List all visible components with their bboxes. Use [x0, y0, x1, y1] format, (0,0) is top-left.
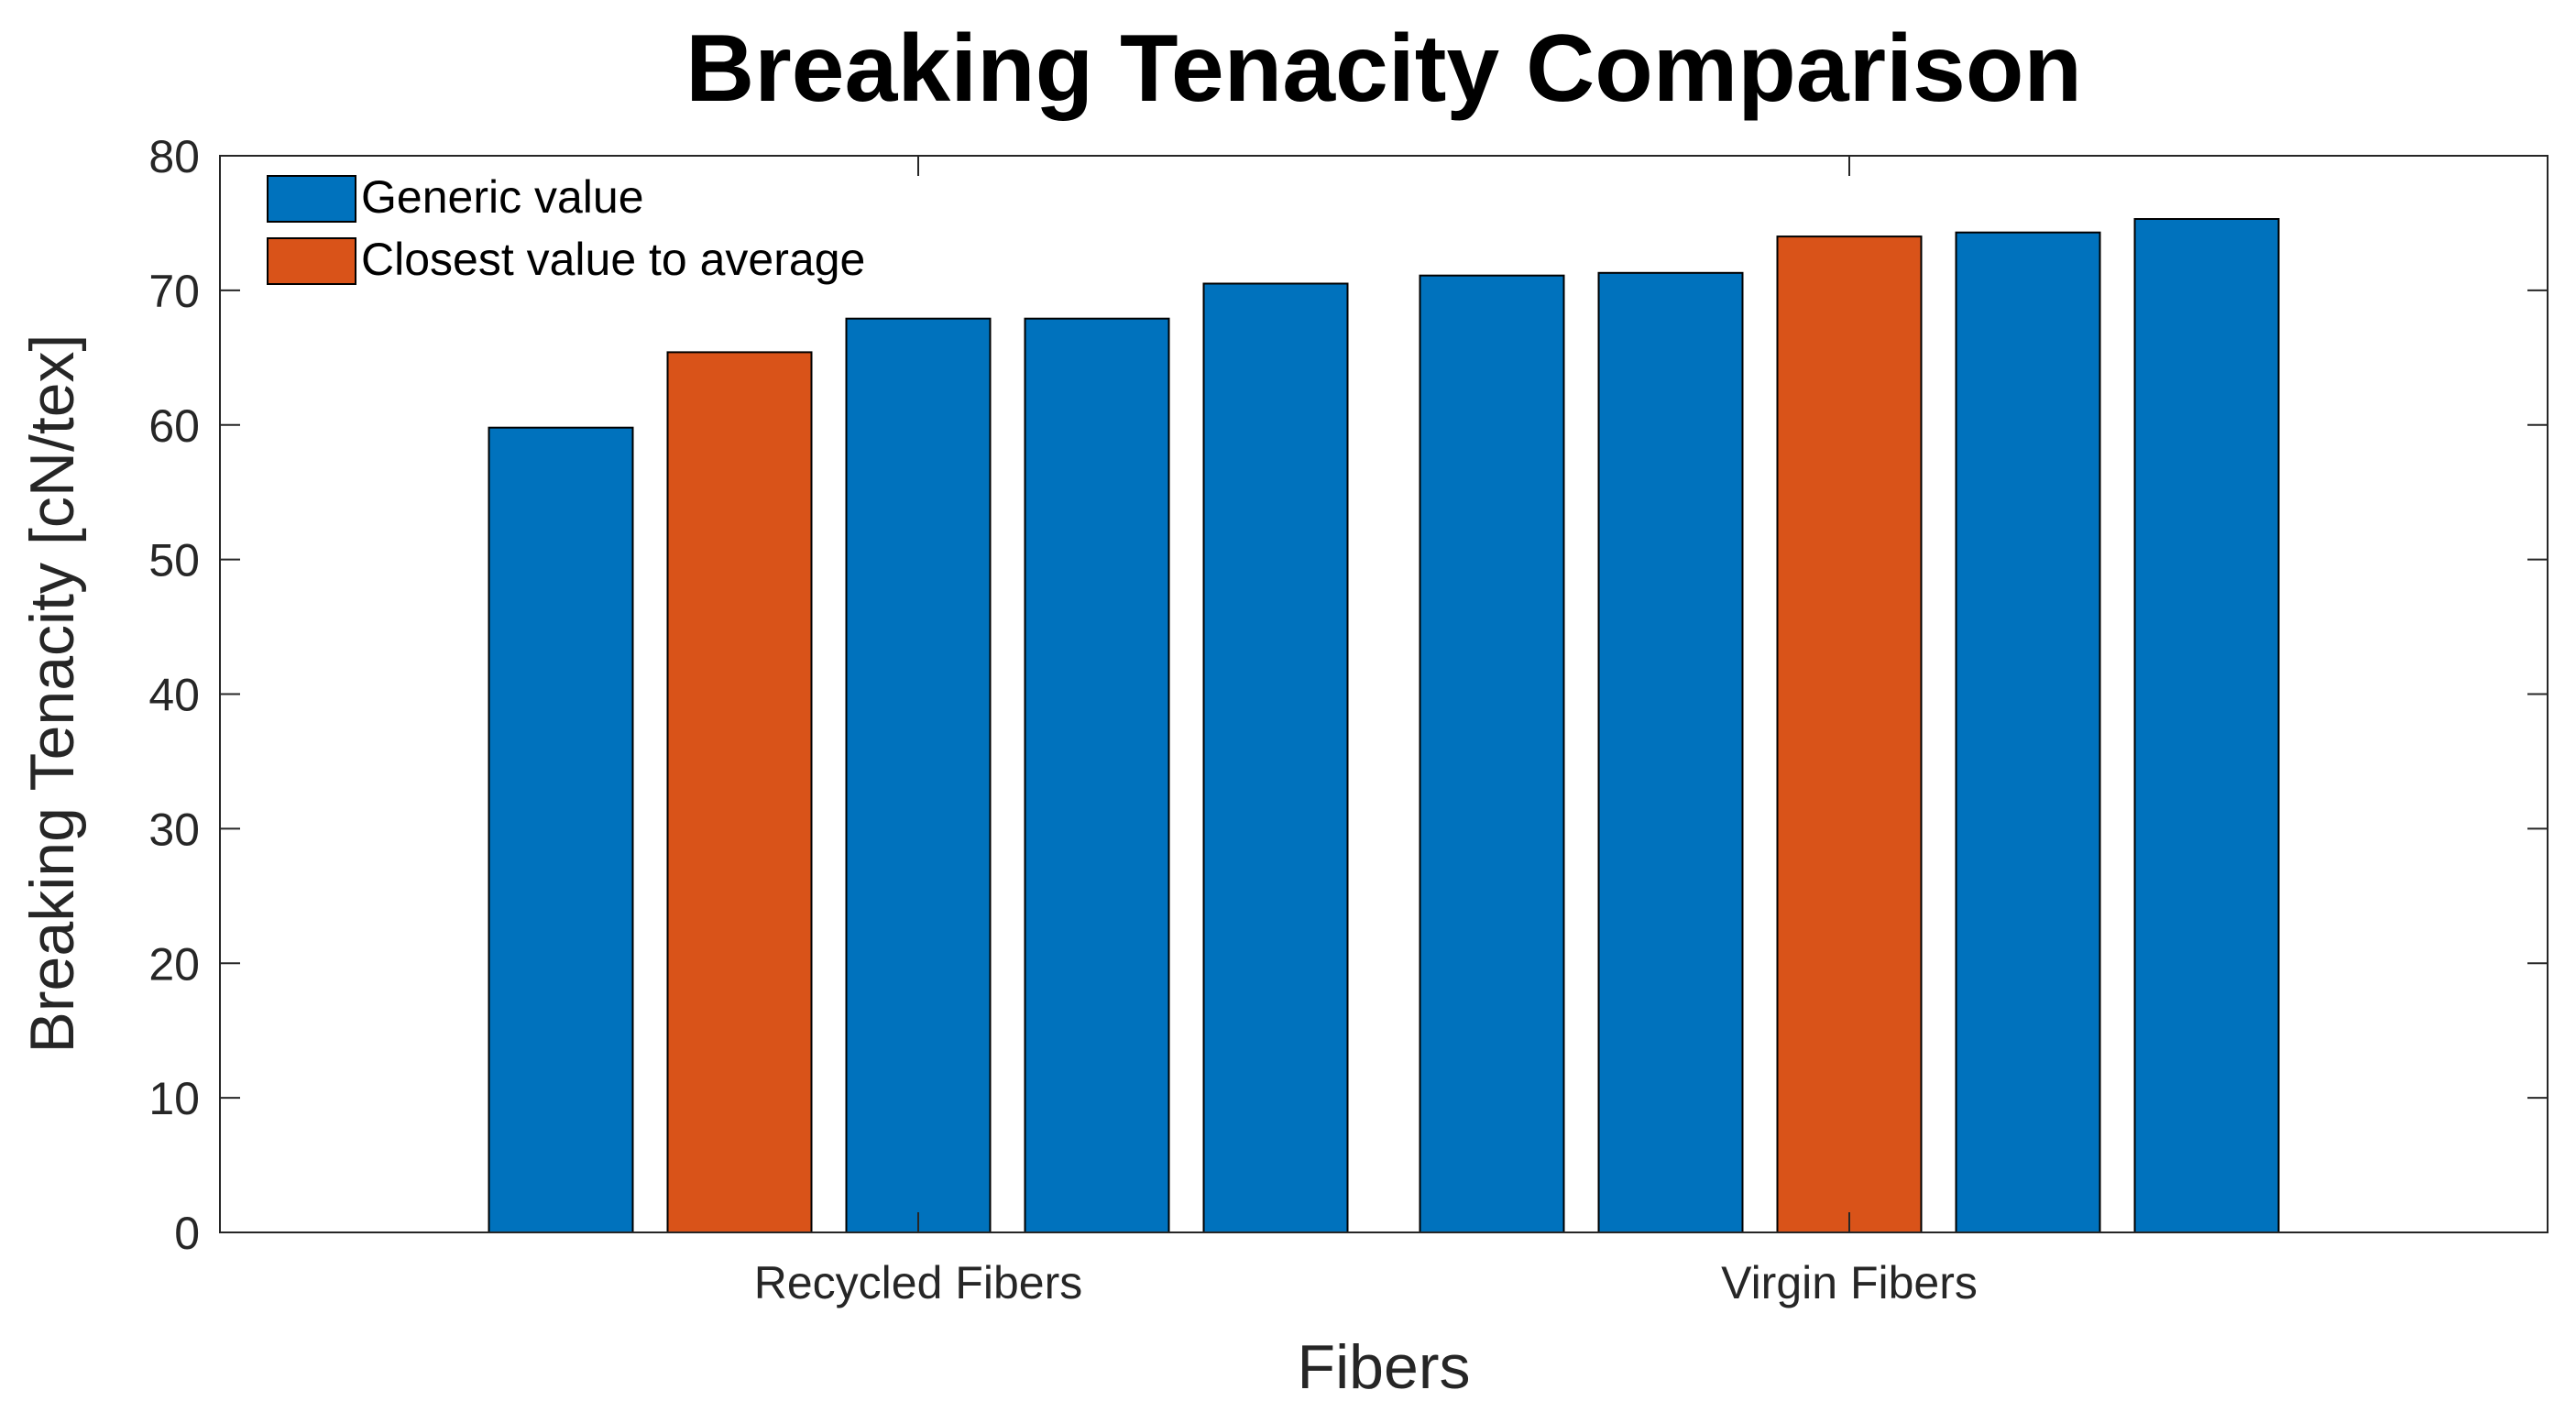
- y-tick-label: 80: [148, 131, 200, 182]
- y-tick-label: 10: [148, 1073, 200, 1124]
- x-tick-label: Recycled Fibers: [754, 1257, 1082, 1308]
- y-axis-label: Breaking Tenacity [cN/tex]: [17, 334, 87, 1054]
- legend-swatch-closest: [267, 237, 356, 285]
- y-tick-label: 30: [148, 804, 200, 855]
- bar-virgin-3: [1776, 235, 1923, 1234]
- bar-recycled-2: [666, 351, 813, 1233]
- bar-virgin-2: [1597, 271, 1744, 1233]
- bar-virgin-1: [1419, 274, 1565, 1234]
- y-tick-label: 20: [148, 938, 200, 990]
- legend-label-generic: Generic value: [361, 171, 644, 223]
- bar-recycled-5: [1202, 282, 1349, 1233]
- legend: Generic value Closest value to average: [267, 171, 865, 285]
- bar-recycled-3: [845, 317, 992, 1233]
- x-tick-label: Virgin Fibers: [1721, 1257, 1978, 1308]
- legend-swatch-generic: [267, 175, 356, 223]
- y-tick-label: 50: [148, 535, 200, 586]
- bar-recycled-4: [1024, 317, 1170, 1233]
- y-tick-label: 60: [148, 400, 200, 452]
- bar-virgin-4: [1955, 231, 2101, 1234]
- y-tick-label: 70: [148, 266, 200, 317]
- bar-recycled-1: [488, 426, 634, 1233]
- y-tick-label: 0: [174, 1208, 200, 1259]
- x-axis-label: Fibers: [1298, 1332, 1471, 1402]
- y-tick-label: 40: [148, 670, 200, 721]
- chart-title: Breaking Tenacity Comparison: [685, 16, 2082, 122]
- legend-label-closest: Closest value to average: [361, 234, 865, 285]
- bar-virgin-5: [2133, 218, 2280, 1233]
